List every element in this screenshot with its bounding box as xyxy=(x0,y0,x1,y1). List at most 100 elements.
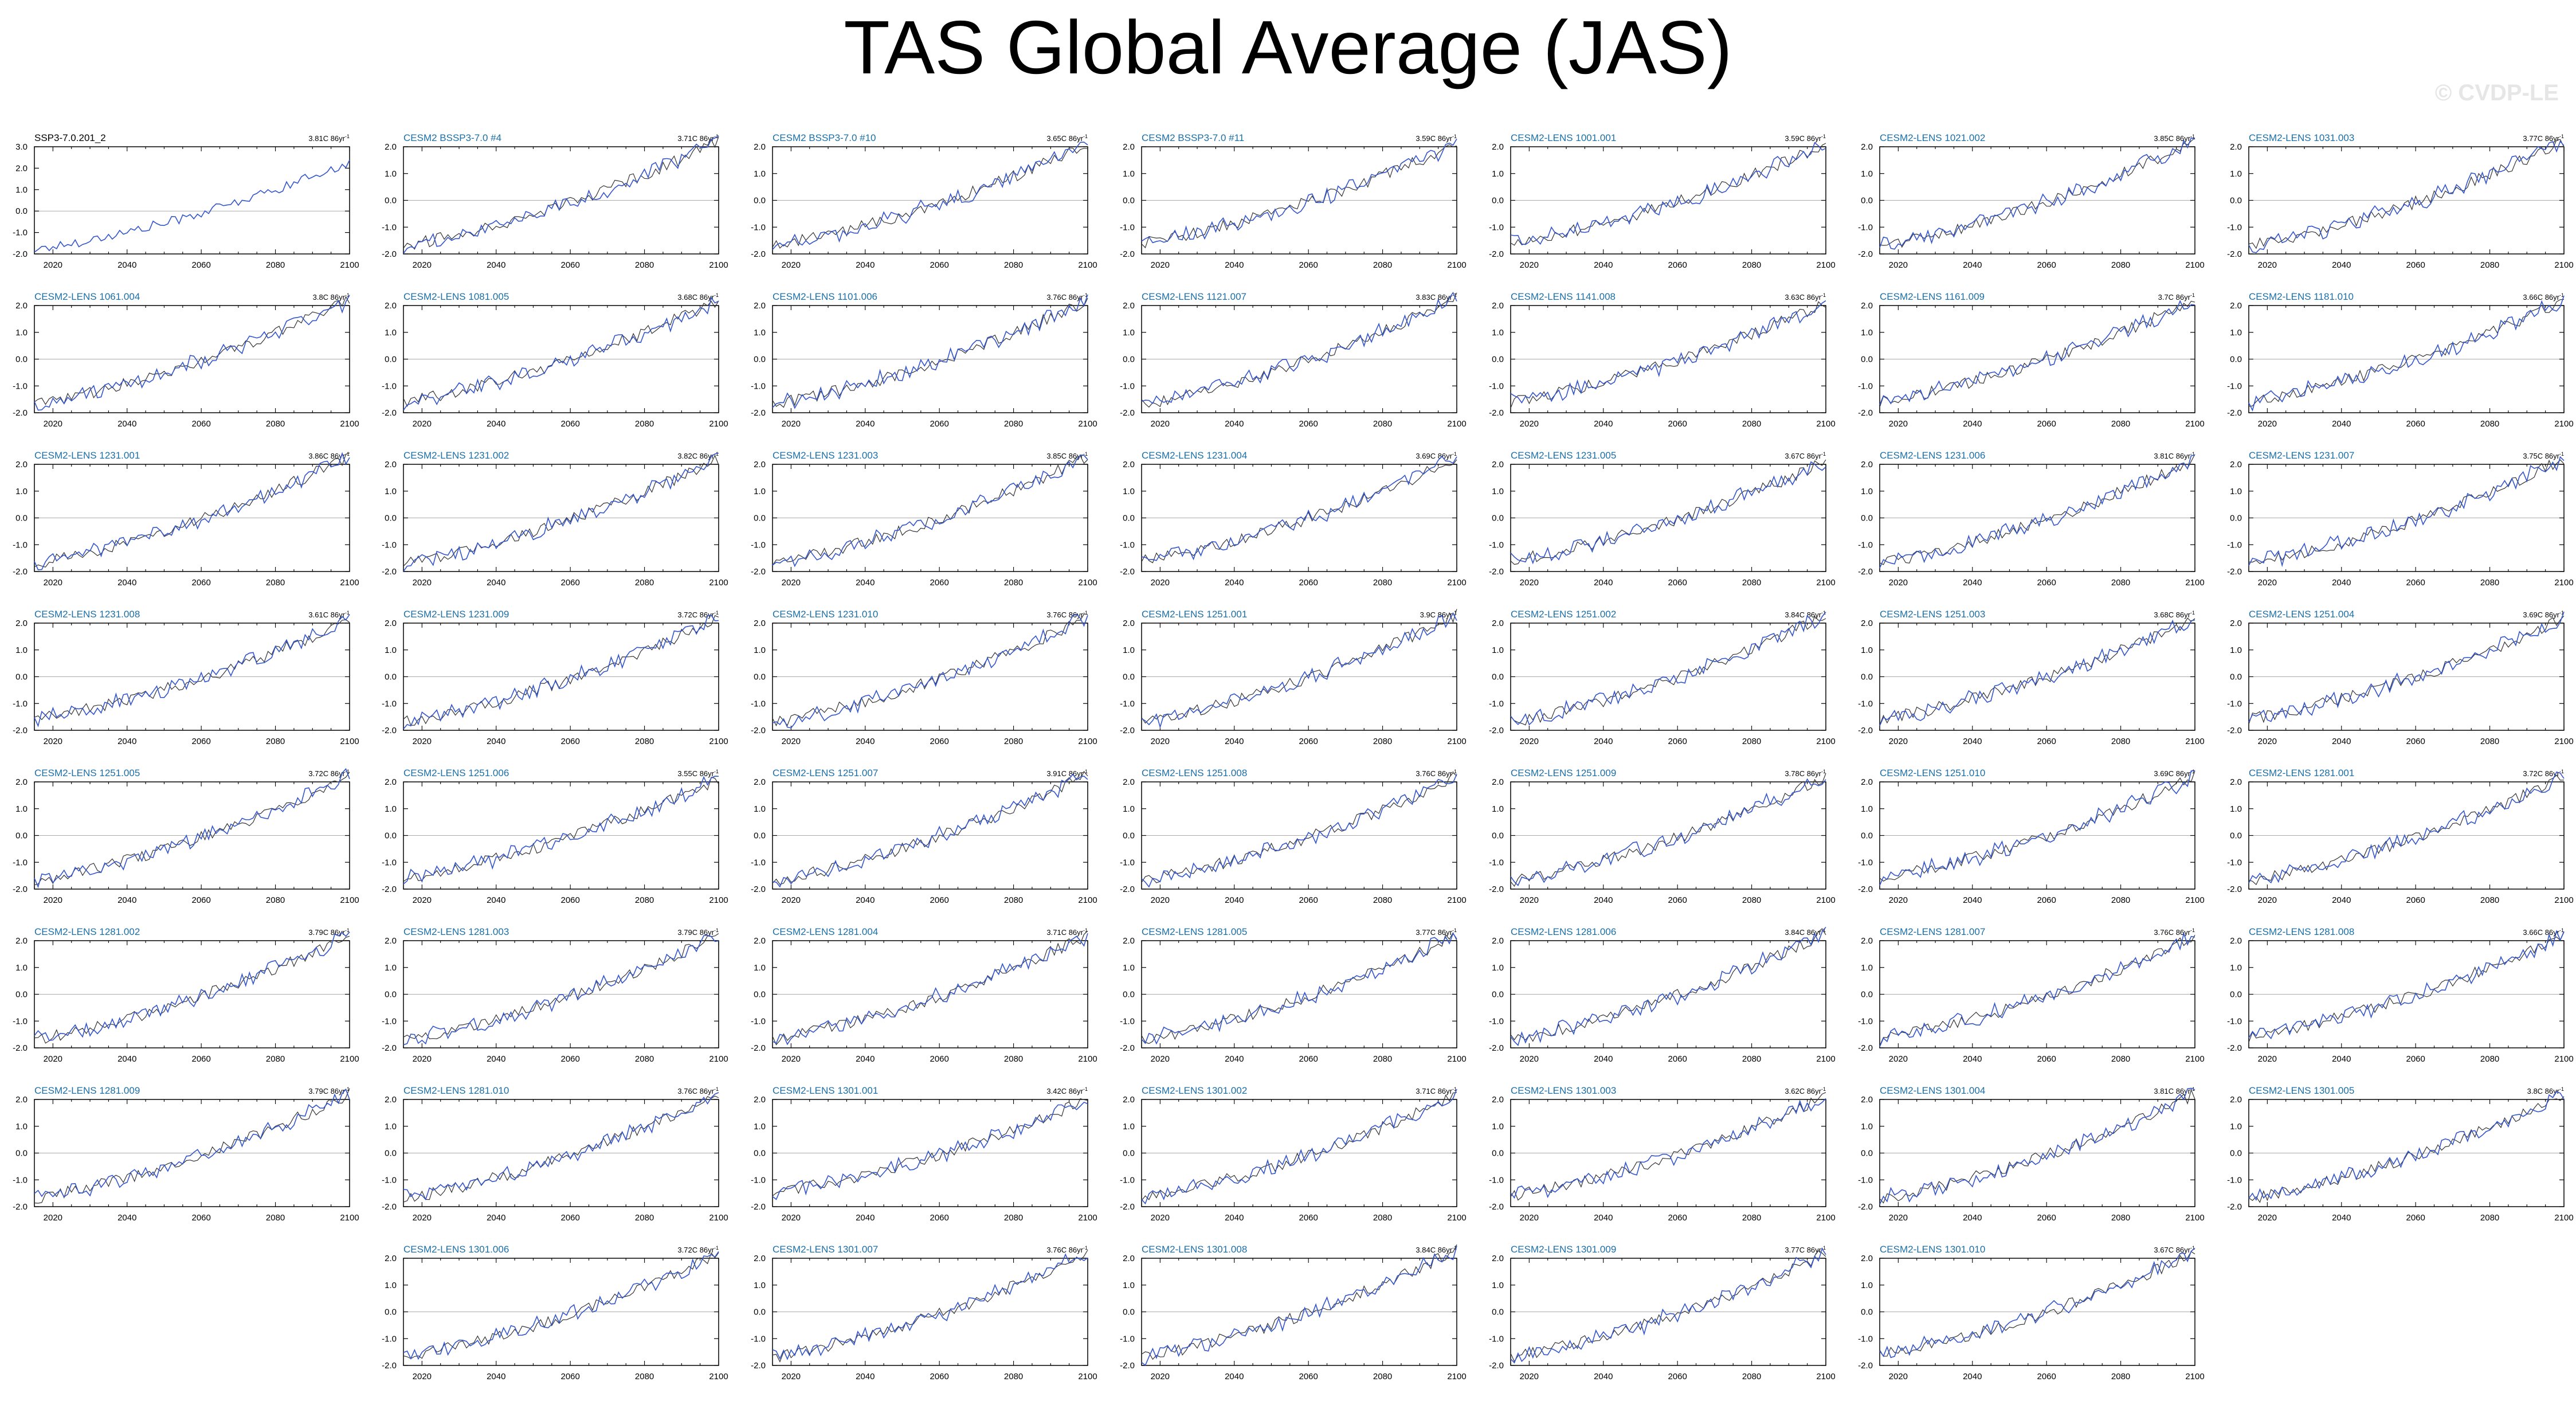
panel-title: CESM2-LENS 1301.008 xyxy=(1142,1244,1247,1255)
y-tick-label: 2.0 xyxy=(1492,619,1504,628)
y-tick-label: -2.0 xyxy=(751,726,766,735)
series-line-model xyxy=(1141,932,1457,1045)
y-tick-label: 1.0 xyxy=(1492,328,1504,338)
panel-title: CESM2-LENS 1281.005 xyxy=(1142,926,1247,937)
page-title: TAS Global Average (JAS) xyxy=(844,5,1732,89)
series-line-model xyxy=(1879,1087,2195,1205)
panel-title: CESM2-LENS 1231.003 xyxy=(773,450,878,461)
y-tick-label: -1.0 xyxy=(751,1175,766,1185)
series-line-reference xyxy=(2248,139,2565,249)
y-tick-label: 0.0 xyxy=(1492,990,1504,1000)
series-line-model xyxy=(2248,456,2565,567)
x-tick-label: 2100 xyxy=(1816,578,1835,588)
x-tick-label: 2060 xyxy=(1299,1054,1318,1064)
y-tick-label: 0.0 xyxy=(1861,672,1873,682)
x-tick-label: 2020 xyxy=(1151,1372,1170,1381)
y-tick-label: 2.0 xyxy=(2230,1095,2242,1105)
y-tick-label: 2.0 xyxy=(754,1254,766,1263)
x-tick-label: 2040 xyxy=(1963,1372,1982,1381)
y-tick-label: -2.0 xyxy=(2227,726,2242,735)
x-tick-label: 2100 xyxy=(709,1054,728,1064)
x-tick-label: 2080 xyxy=(635,1054,654,1064)
y-tick-label: -1.0 xyxy=(1858,381,1873,391)
x-tick-label: 2060 xyxy=(2406,260,2425,270)
y-tick-label: 0.0 xyxy=(1123,355,1135,365)
chart-panel: CESM2-LENS 1281.001 3.72C 86yr-1 -2.0 -1.0 0… xyxy=(2214,760,2576,915)
chart-panel: CESM2-LENS 1231.003 3.85C 86yr-1 -2.0 -1.0 0… xyxy=(738,443,1107,597)
y-tick-label: -2.0 xyxy=(1858,726,1873,735)
x-tick-label: 2020 xyxy=(44,260,62,270)
y-tick-label: -1.0 xyxy=(1858,1016,1873,1026)
y-tick-label: 0.0 xyxy=(1492,514,1504,523)
x-tick-label: 2080 xyxy=(2111,1213,2130,1223)
chart-svg: CESM2-LENS 1231.007 3.75C 86yr-1 -2.0 -1.0 0… xyxy=(2227,450,2574,588)
chart-svg: CESM2-LENS 1231.003 3.85C 86yr-1-2.0-1.00… xyxy=(751,450,1097,588)
x-tick-label: 2100 xyxy=(340,1054,359,1064)
series-line-reference xyxy=(1510,1092,1826,1201)
x-tick-label: 2080 xyxy=(635,578,654,588)
trend-label: 3.9C 86yr-1 xyxy=(1420,610,1457,619)
x-tick-label: 2040 xyxy=(1225,737,1244,746)
x-tick-label: 2080 xyxy=(2480,737,2499,746)
x-tick-label: 2020 xyxy=(2258,1213,2277,1223)
x-tick-label: 2100 xyxy=(1078,1213,1097,1223)
trend-label: 3.77C 86yr-1 xyxy=(1785,1245,1826,1254)
panel-title: CESM2-LENS 1231.005 xyxy=(1511,450,1616,461)
x-tick-label: 2040 xyxy=(1594,260,1613,270)
x-tick-label: 2080 xyxy=(1373,578,1392,588)
y-tick-label: 2.0 xyxy=(2230,777,2242,787)
y-tick-label: -1.0 xyxy=(1858,858,1873,867)
y-tick-label: 2.0 xyxy=(15,460,28,469)
y-tick-label: 0.0 xyxy=(2230,672,2242,682)
series-line-reference xyxy=(772,1098,1088,1196)
y-tick-label: -2.0 xyxy=(382,1202,397,1212)
x-tick-label: 2100 xyxy=(1816,737,1835,746)
x-tick-label: 2060 xyxy=(2406,737,2425,746)
y-tick-label: 2.0 xyxy=(754,142,766,152)
series-line-model xyxy=(403,1251,719,1360)
y-tick-label: -1.0 xyxy=(1489,222,1504,232)
panel-title: CESM2-LENS 1251.010 xyxy=(1880,768,1985,778)
x-tick-label: 2020 xyxy=(1151,419,1170,429)
chart-panel: CESM2-LENS 1031.003 3.77C 86yr-1 -2.0 -1.0 0… xyxy=(2214,125,2576,280)
y-tick-label: 0.0 xyxy=(1861,990,1873,1000)
y-tick-label: 1.0 xyxy=(1492,963,1504,973)
x-tick-label: 2020 xyxy=(1151,578,1170,588)
x-tick-label: 2100 xyxy=(709,260,728,270)
panel-title: CESM2-LENS 1061.004 xyxy=(34,291,140,302)
series-line-model xyxy=(1510,1098,1826,1199)
x-tick-label: 2040 xyxy=(487,1213,505,1223)
y-tick-label: -1.0 xyxy=(1489,858,1504,867)
y-tick-label: 2.0 xyxy=(754,301,766,311)
x-tick-label: 2020 xyxy=(2258,260,2277,270)
chart-svg: CESM2-LENS 1301.009 3.77C 86yr-1 -2.0 -1.0 0… xyxy=(1489,1244,1836,1381)
trend-label: 3.42C 86yr-1 xyxy=(1046,1086,1088,1095)
series-line-model xyxy=(1510,1247,1826,1364)
y-tick-label: -2.0 xyxy=(751,1043,766,1053)
y-tick-label: 0.0 xyxy=(1123,672,1135,682)
y-tick-label: 1.0 xyxy=(1123,1281,1135,1290)
x-tick-label: 2080 xyxy=(1742,1372,1761,1381)
chart-svg: CESM2-LENS 1301.007 3.76C 86yr-1 -2.0 -1.0 0… xyxy=(751,1244,1097,1381)
y-tick-label: -1.0 xyxy=(751,540,766,550)
panel-title: CESM2-LENS 1161.009 xyxy=(1880,291,1985,302)
series-line-model xyxy=(1141,291,1457,404)
chart-svg: CESM2-LENS 1281.005 3.77C 86yr-1 -2.0 -1.0 0… xyxy=(1120,926,1467,1064)
panel-title: CESM2-LENS 1251.005 xyxy=(34,768,140,778)
y-tick-label: 1.0 xyxy=(1861,1281,1873,1290)
chart-panel: CESM2-LENS 1301.006 3.72C 86yr-1 -2.0 -1.0 0… xyxy=(369,1236,738,1391)
y-tick-label: -2.0 xyxy=(1120,567,1135,577)
chart-panel: CESM2-LENS 1251.001 3.9C 86yr-1 -2.0 -1.0 0.… xyxy=(1107,601,1476,756)
x-tick-label: 2020 xyxy=(413,1372,432,1381)
series-line-model xyxy=(403,296,719,411)
x-tick-label: 2020 xyxy=(2258,578,2277,588)
y-tick-label: 1.0 xyxy=(754,1122,766,1132)
x-tick-label: 2040 xyxy=(2332,1054,2351,1064)
chart-panel: CESM2-LENS 1231.002 3.82C 86yr-1 -2.0 -1.0 0… xyxy=(369,443,738,597)
series-line-reference xyxy=(1141,772,1457,883)
x-tick-label: 2040 xyxy=(1594,1054,1613,1064)
series-line-model xyxy=(1510,778,1826,886)
y-tick-label: -1.0 xyxy=(1120,1016,1135,1026)
chart-svg: CESM2-LENS 1281.008 3.66C 86yr-1 -2.0 -1.0 0… xyxy=(2227,926,2574,1064)
